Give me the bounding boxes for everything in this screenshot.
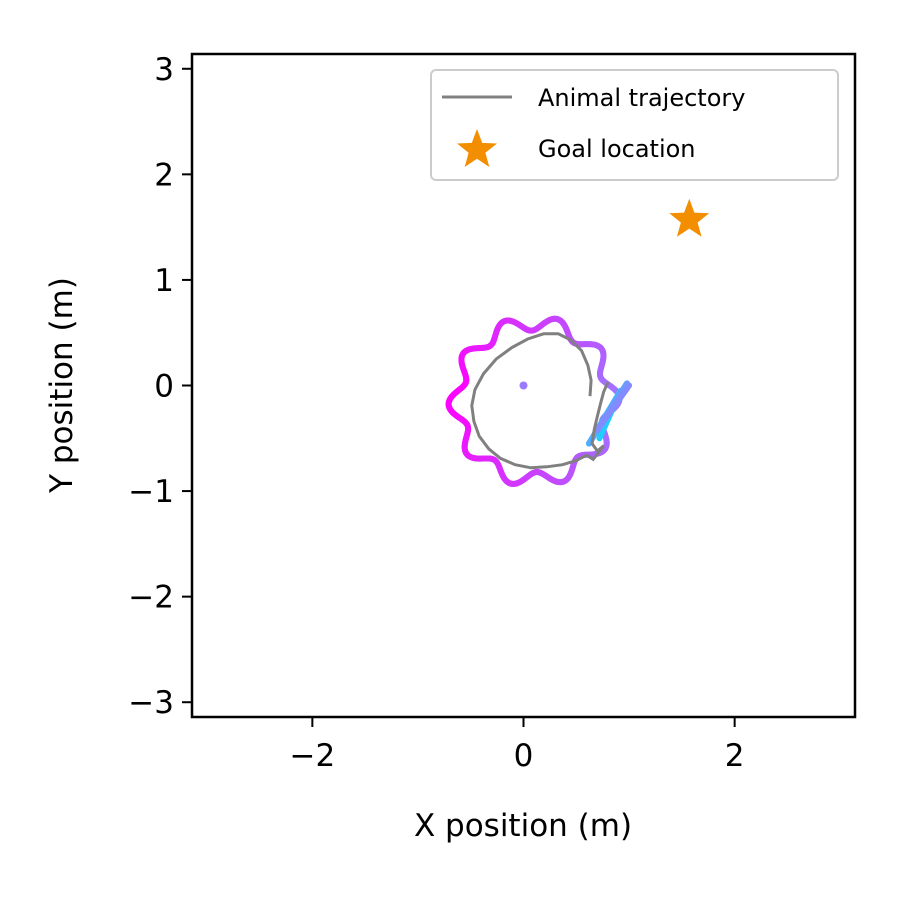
- y-tick-label: 1: [154, 263, 174, 299]
- legend-star-icon: [457, 129, 497, 167]
- x-ticks: −2 0 2: [290, 717, 745, 774]
- x-tick-label: 2: [725, 738, 745, 774]
- y-tick-label: 0: [154, 369, 174, 405]
- plot-content: [445, 198, 710, 487]
- y-axis-label: Y position (m): [44, 277, 80, 494]
- y-tick-label: −1: [128, 474, 174, 510]
- y-ticks: −3 −2 −1 0 1 2 3: [128, 52, 192, 721]
- x-axis-label: X position (m): [414, 808, 632, 844]
- legend-label-goal: Goal location: [538, 135, 696, 163]
- y-tick-label: −2: [128, 580, 174, 616]
- legend: Animal trajectory Goal location: [430, 69, 839, 181]
- y-tick-label: 3: [154, 52, 174, 88]
- x-tick-label: 0: [514, 738, 534, 774]
- decoded-segment: [594, 382, 633, 433]
- y-tick-label: 2: [154, 157, 174, 193]
- trajectory-line: [470, 332, 610, 470]
- legend-frame: [430, 69, 839, 181]
- decoded-path: [445, 315, 633, 487]
- start-dot: [519, 381, 528, 390]
- x-tick-label: −2: [290, 738, 336, 774]
- y-tick-label: −3: [128, 685, 174, 721]
- legend-label-trajectory: Animal trajectory: [538, 84, 745, 112]
- goal-marker: [669, 198, 710, 237]
